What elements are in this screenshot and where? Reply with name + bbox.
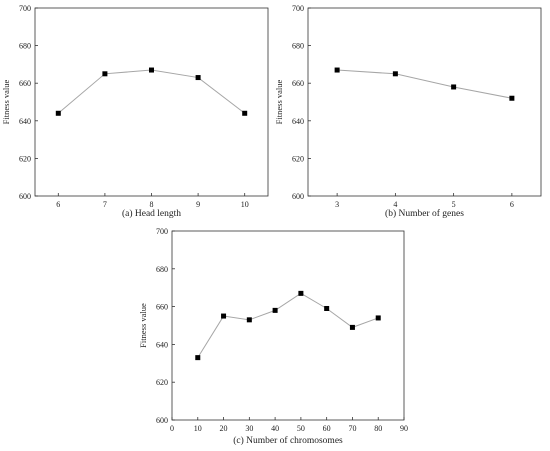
y-tick-label: 600	[292, 192, 304, 201]
y-tick-label: 700	[156, 227, 168, 236]
plot-frame	[34, 7, 269, 197]
data-point	[392, 71, 398, 77]
data-point	[324, 305, 330, 311]
y-axis-label: Fitness value	[138, 303, 148, 348]
x-tick-label: 0	[170, 424, 174, 433]
x-tick-label: 70	[348, 424, 356, 433]
plot-frame	[307, 7, 542, 197]
x-tick-label: 10	[241, 200, 249, 209]
data-point	[221, 313, 227, 319]
plot-frame	[171, 230, 405, 421]
data-point	[242, 110, 248, 116]
y-tick-label: 700	[19, 4, 31, 13]
y-tick-label: 660	[156, 303, 168, 312]
y-axis-label: Fitness value	[274, 79, 284, 124]
y-tick-label: 620	[292, 154, 304, 163]
y-tick-label: 680	[292, 42, 304, 51]
data-point	[334, 67, 340, 73]
data-point	[451, 84, 457, 90]
x-tick-label: 6	[510, 200, 514, 209]
x-tick-label: 50	[297, 424, 305, 433]
series-line	[197, 292, 379, 358]
data-point	[195, 75, 201, 81]
y-tick-label: 640	[292, 117, 304, 126]
data-point	[349, 324, 355, 330]
x-tick-label: 30	[245, 424, 253, 433]
x-tick-label: 5	[452, 200, 456, 209]
x-tick-label: 7	[103, 200, 107, 209]
y-tick-label: 640	[19, 117, 31, 126]
data-point	[298, 290, 304, 296]
data-point	[55, 110, 61, 116]
x-tick-label: 9	[196, 200, 200, 209]
data-point	[246, 317, 252, 323]
data-point	[195, 355, 201, 361]
y-tick-label: 620	[19, 154, 31, 163]
panel-caption: (c) Number of chromosomes	[233, 435, 343, 446]
x-tick-label: 80	[374, 424, 382, 433]
y-tick-label: 660	[19, 79, 31, 88]
data-point	[149, 67, 154, 73]
y-tick-label: 700	[292, 4, 304, 13]
panel-caption: (a) Head length	[122, 208, 181, 219]
x-tick-label: 40	[271, 424, 279, 433]
data-point	[272, 307, 278, 313]
data-point	[102, 71, 108, 77]
series-line	[337, 69, 512, 99]
y-tick-label: 680	[156, 265, 168, 274]
panel-caption: (b) Number of genes	[385, 208, 464, 219]
y-axis-label: Fitness value	[1, 79, 11, 124]
y-tick-label: 660	[292, 79, 304, 88]
series-line	[57, 69, 246, 114]
x-tick-label: 4	[393, 200, 397, 209]
y-tick-label: 640	[156, 340, 168, 349]
panel-c: 0 10 20 30 40 50 60 70 80 90 600 620 640 660 680 700 Fit…	[138, 227, 408, 446]
x-tick-label: 8	[150, 200, 154, 209]
x-tick-label: 20	[220, 424, 228, 433]
x-tick-label: 6	[56, 200, 60, 209]
y-tick-label: 620	[156, 378, 168, 387]
x-tick-label: 10	[194, 424, 202, 433]
panel-a: 6 7 8 9 10 600 620 640 660 680 700 Fitness value (a)…	[1, 4, 269, 219]
x-tick-label: 90	[400, 424, 408, 433]
y-tick-label: 600	[19, 192, 31, 201]
y-tick-label: 600	[156, 416, 168, 425]
x-tick-label: 3	[335, 200, 339, 209]
data-point	[375, 315, 381, 321]
panel-b: 3 4 5 6 600 620 640 660 680 700 Fitness value (b) N…	[274, 4, 542, 219]
data-point	[509, 95, 515, 101]
x-tick-label: 60	[323, 424, 331, 433]
y-tick-label: 680	[19, 42, 31, 51]
